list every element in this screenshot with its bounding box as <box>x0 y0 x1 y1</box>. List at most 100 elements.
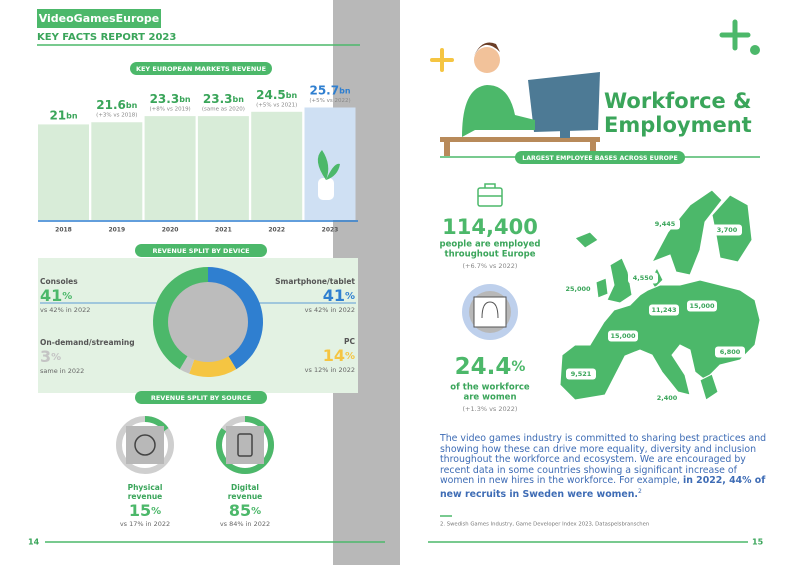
amount: 23.3bn <box>150 92 191 106</box>
year-panel <box>91 122 143 220</box>
year: 2018 <box>55 227 72 234</box>
amount: 21bn <box>49 108 77 122</box>
banner-text: LARGEST EMPLOYEE BASES ACROSS EUROPE <box>522 155 677 162</box>
stat-text: throughout Europe <box>445 250 536 260</box>
map-label-box <box>715 346 745 358</box>
share-number: 14 <box>323 346 345 365</box>
plus-icon <box>430 48 454 72</box>
share-unit: % <box>151 506 161 517</box>
title: Employment <box>604 113 752 137</box>
banner <box>515 151 685 164</box>
country <box>650 189 723 276</box>
country <box>699 373 719 401</box>
device-name: Smartphone/tablet <box>275 277 355 286</box>
year: 2020 <box>162 227 179 234</box>
report-title: KEY FACTS REPORT 2023 <box>37 32 176 43</box>
map-label-box <box>566 368 596 380</box>
map-label-box <box>628 272 658 284</box>
source-icon-bg <box>226 426 264 464</box>
device-name: PC <box>344 337 355 346</box>
source-name: Digital <box>231 483 259 492</box>
amount-unit: bn <box>126 101 138 110</box>
source-note: vs 84% in 2022 <box>220 520 270 528</box>
plus-icon <box>719 19 751 51</box>
year-panel <box>304 107 356 220</box>
year-panel <box>197 116 249 220</box>
share-number: 85 <box>229 501 251 520</box>
map-label-box <box>712 224 742 236</box>
footnote-ref: 2 <box>638 487 642 495</box>
year: 2023 <box>322 227 339 234</box>
country <box>574 231 599 249</box>
amount-note: (+5% vs 2021) <box>256 102 297 108</box>
brand: VideoGamesEurope <box>39 12 160 25</box>
banner <box>130 62 272 75</box>
country <box>559 279 761 401</box>
map-label: 25,000 <box>565 285 591 293</box>
monitor <box>528 72 600 132</box>
source-share: 85% <box>229 501 261 520</box>
source-name: Physical <box>128 483 163 492</box>
share-number: 3 <box>40 347 51 366</box>
year-panel <box>144 116 196 220</box>
map-label: 15,000 <box>610 332 636 340</box>
map-label: 9,445 <box>655 220 676 228</box>
stat-note: (+1.3% vs 2022) <box>463 405 518 413</box>
stat-text: are women <box>463 393 516 403</box>
device-name: On-demand/streaming <box>40 338 135 347</box>
stat-text: of the workforce <box>450 383 530 393</box>
amount: 23.3bn <box>203 92 244 106</box>
map-label: 6,800 <box>720 348 741 356</box>
monitor-stand <box>560 130 570 138</box>
amount-number: 24.5 <box>256 87 286 101</box>
briefcase-icon <box>478 183 502 197</box>
map-label: 3,700 <box>717 226 738 234</box>
desk-leg <box>590 142 596 156</box>
women-icon <box>481 301 499 319</box>
shirt <box>462 85 535 137</box>
map-label: 4,550 <box>633 274 654 282</box>
footnote: 2. Swedish Games Industry, Game Develope… <box>440 522 649 528</box>
ring-share <box>144 416 169 432</box>
device-share: 14% <box>323 346 355 365</box>
year: 2022 <box>268 227 285 234</box>
amount-number: 23.3 <box>203 92 233 106</box>
device-share: 41% <box>40 286 72 305</box>
map-label-box <box>687 300 717 312</box>
banner <box>135 244 267 257</box>
amount-note: (same as 2020) <box>202 107 245 113</box>
stat-number: 24.4 <box>455 354 512 380</box>
year: 2021 <box>215 227 232 234</box>
paragraph-text: The video games industry is committed to… <box>440 433 767 487</box>
dot <box>750 45 760 55</box>
device-note: same in 2022 <box>40 367 84 375</box>
share-number: 15 <box>129 501 151 520</box>
year-panel <box>38 124 89 220</box>
map-label-box <box>563 283 593 295</box>
source-name: revenue <box>128 492 163 501</box>
amount-unit: bn <box>339 86 351 95</box>
amount-unit: bn <box>66 111 78 120</box>
stat-value: 114,400 <box>442 215 538 239</box>
amount: 21.6bn <box>96 98 137 112</box>
stat-unit: % <box>511 359 525 375</box>
source-share: 15% <box>129 501 161 520</box>
share-unit: % <box>251 506 261 517</box>
map-label: 2,400 <box>657 394 678 402</box>
device-name: Consoles <box>40 277 78 286</box>
map-label: 9,521 <box>571 370 592 378</box>
stat-note: (+6.7% vs 2022) <box>463 262 518 270</box>
country <box>595 277 609 299</box>
stat-text: people are employed <box>440 240 541 250</box>
desk <box>440 137 600 142</box>
donut-hole <box>168 282 248 362</box>
banner <box>135 391 267 404</box>
amount: 24.5bn <box>256 87 297 101</box>
page-number: 14 <box>28 538 40 547</box>
amount-note: (+5% vs 2022) <box>309 98 350 104</box>
paragraph: The video games industry is committed to… <box>440 433 770 501</box>
share-number: 41 <box>323 286 345 305</box>
amount: 25.7bn <box>309 83 350 97</box>
